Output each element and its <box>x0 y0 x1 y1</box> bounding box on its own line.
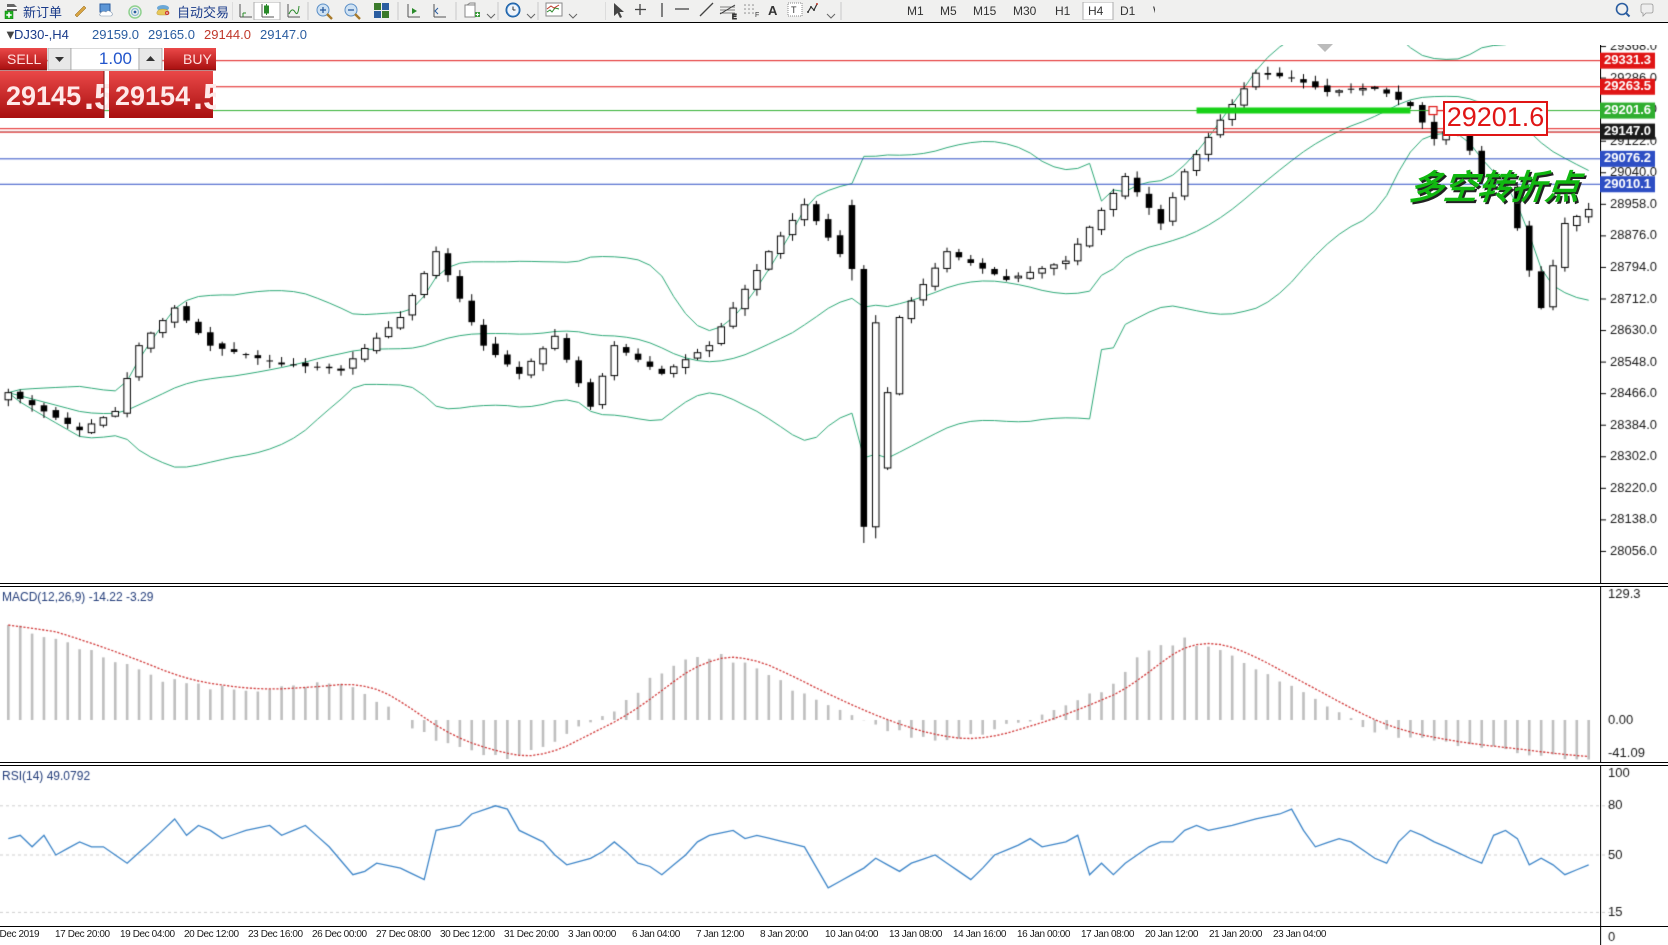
svg-text:F: F <box>755 12 759 19</box>
svg-text:.5: .5 <box>193 76 216 117</box>
svg-text:E: E <box>732 14 737 20</box>
svg-text:H4: H4 <box>1088 4 1104 18</box>
svg-text:M5: M5 <box>940 4 957 18</box>
svg-text:M15: M15 <box>973 4 997 18</box>
svg-text:T: T <box>791 5 797 15</box>
svg-text:W1: W1 <box>1153 4 1155 18</box>
svg-text:A: A <box>768 3 778 18</box>
svg-text:SELL: SELL <box>7 51 41 67</box>
svg-text:29145: 29145 <box>6 81 81 111</box>
svg-text:M1: M1 <box>907 4 924 18</box>
svg-text:BUY: BUY <box>183 51 212 67</box>
svg-text:D1: D1 <box>1120 4 1136 18</box>
svg-text:H1: H1 <box>1055 4 1071 18</box>
svg-text:29154: 29154 <box>115 81 190 111</box>
svg-text:M30: M30 <box>1013 4 1037 18</box>
svg-text:1.00: 1.00 <box>99 49 132 68</box>
